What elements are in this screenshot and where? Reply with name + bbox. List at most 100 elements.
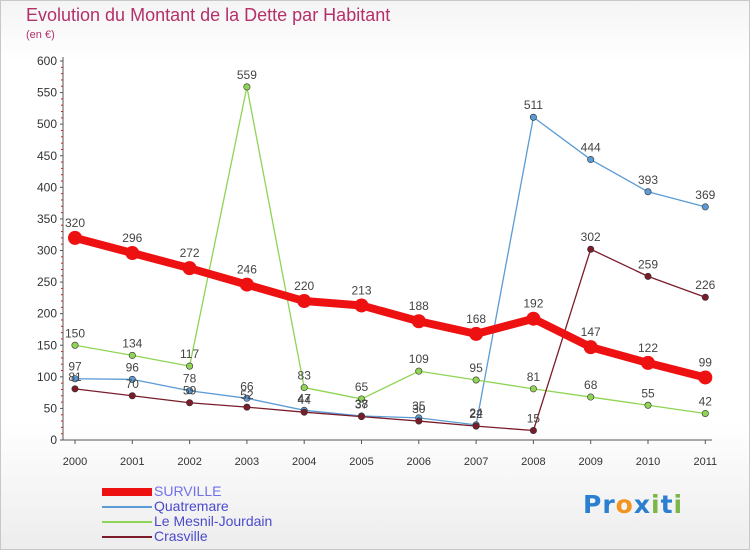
x-tick-label: 2011 bbox=[693, 456, 717, 468]
x-tick-label: 2003 bbox=[235, 456, 259, 468]
series-line bbox=[74, 116, 706, 426]
data-point bbox=[529, 113, 537, 121]
y-tick-label: 450 bbox=[37, 149, 57, 163]
data-point bbox=[71, 341, 79, 349]
data-point bbox=[243, 403, 251, 411]
logo-letter: o bbox=[615, 490, 634, 519]
x-tick-label: 2000 bbox=[63, 456, 87, 468]
x-tick-label: 2006 bbox=[407, 456, 431, 468]
data-label: 35 bbox=[412, 399, 426, 413]
data-point bbox=[354, 298, 369, 313]
data-label: 272 bbox=[180, 246, 200, 260]
x-tick-label: 2004 bbox=[292, 456, 316, 468]
data-point bbox=[186, 387, 194, 395]
logo-letter: t bbox=[660, 490, 674, 519]
data-point bbox=[300, 408, 308, 416]
x-tick-label: 2009 bbox=[578, 456, 602, 468]
data-label: 66 bbox=[240, 379, 254, 393]
data-point bbox=[472, 422, 480, 430]
y-tick-label: 50 bbox=[44, 401, 58, 415]
data-label: 68 bbox=[584, 378, 598, 392]
data-label: 42 bbox=[699, 394, 713, 408]
data-label: 30 bbox=[412, 402, 426, 416]
x-tick-label: 2001 bbox=[120, 456, 144, 468]
y-tick-label: 200 bbox=[37, 307, 57, 321]
data-point bbox=[68, 230, 82, 245]
legend-swatch bbox=[102, 520, 152, 523]
data-point bbox=[71, 375, 79, 383]
data-point bbox=[644, 272, 652, 280]
data-point bbox=[701, 409, 709, 417]
legend-swatch bbox=[102, 535, 152, 538]
data-label: 147 bbox=[581, 325, 601, 339]
data-label: 559 bbox=[237, 68, 257, 82]
data-label: 95 bbox=[469, 361, 483, 375]
data-label: 47 bbox=[298, 391, 312, 405]
y-tick-label: 150 bbox=[37, 338, 57, 352]
data-point bbox=[644, 188, 652, 196]
legend-swatch bbox=[102, 487, 152, 496]
data-point bbox=[469, 326, 484, 341]
data-label: 220 bbox=[294, 279, 314, 293]
y-tick-label: 100 bbox=[37, 370, 57, 384]
data-label: 122 bbox=[638, 341, 658, 355]
data-point bbox=[128, 351, 136, 359]
data-label: 444 bbox=[581, 141, 601, 155]
data-point bbox=[415, 367, 423, 375]
data-point bbox=[182, 261, 197, 276]
data-point bbox=[587, 393, 595, 401]
data-point bbox=[701, 203, 709, 211]
data-label: 109 bbox=[409, 352, 429, 366]
x-tick-label: 2002 bbox=[177, 456, 201, 468]
data-label: 213 bbox=[351, 283, 371, 297]
y-tick-label: 250 bbox=[37, 275, 57, 289]
data-label: 192 bbox=[523, 297, 543, 311]
data-point bbox=[415, 417, 423, 425]
data-label: 296 bbox=[122, 231, 142, 245]
data-point bbox=[698, 370, 713, 385]
legend-label: Quatremare bbox=[154, 498, 229, 514]
data-label: 168 bbox=[466, 312, 486, 326]
data-point bbox=[125, 246, 140, 261]
data-point bbox=[583, 340, 598, 355]
data-label: 55 bbox=[641, 386, 655, 400]
legend-label: Le Mesnil-Jourdain bbox=[154, 513, 273, 529]
y-tick-label: 350 bbox=[37, 212, 57, 226]
data-label: 97 bbox=[68, 360, 82, 374]
data-label: 117 bbox=[180, 347, 199, 361]
data-point bbox=[587, 245, 595, 253]
data-label: 302 bbox=[581, 230, 601, 244]
data-point bbox=[128, 392, 136, 400]
data-label: 78 bbox=[183, 372, 197, 386]
data-label: 246 bbox=[237, 263, 257, 277]
logo-letter: x bbox=[633, 490, 651, 519]
data-label: 511 bbox=[524, 98, 543, 112]
data-point bbox=[526, 311, 541, 326]
data-label: 83 bbox=[298, 369, 312, 383]
logo-letter: r bbox=[602, 490, 616, 519]
data-label: 38 bbox=[355, 397, 369, 411]
data-point bbox=[644, 401, 652, 409]
data-point bbox=[641, 355, 655, 370]
data-label: 150 bbox=[65, 326, 85, 340]
data-point bbox=[357, 395, 365, 403]
data-label: 22 bbox=[469, 407, 483, 421]
data-point bbox=[186, 362, 194, 370]
tick-labels: 0 50 100 150 200 250 300 350 400 450 500 550 600 2000… bbox=[37, 54, 717, 468]
data-label: 99 bbox=[699, 355, 713, 369]
y-tick-label: 550 bbox=[37, 86, 57, 100]
data-label: 15 bbox=[527, 412, 541, 426]
data-point bbox=[529, 427, 537, 435]
chart-title: Evolution du Montant de la Dette par Hab… bbox=[26, 5, 391, 25]
logo-letter: P bbox=[583, 490, 603, 519]
data-label: 226 bbox=[695, 278, 715, 292]
data-point bbox=[243, 394, 251, 402]
series-lines bbox=[71, 86, 710, 432]
data-label: 24 bbox=[469, 406, 483, 420]
data-point bbox=[300, 384, 308, 392]
data-points bbox=[68, 83, 713, 435]
series-line bbox=[74, 248, 706, 432]
data-label: 259 bbox=[638, 257, 658, 271]
